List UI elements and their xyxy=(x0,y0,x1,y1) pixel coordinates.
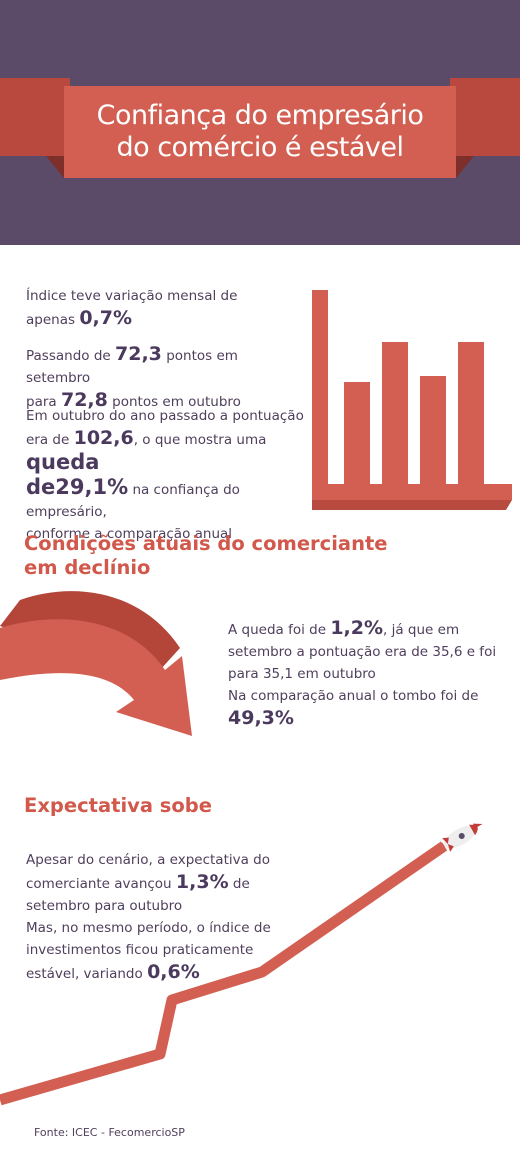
title-ribbon: Confiança do empresário do comércio é es… xyxy=(64,86,456,178)
text-fragment: era de xyxy=(26,432,70,448)
value-expectation-rise: 1,3% xyxy=(175,871,229,893)
text-fragment: , já que em xyxy=(383,622,460,638)
bar-chart-icon xyxy=(312,290,512,510)
points-text: Passando de 72,3 pontos em setembro para… xyxy=(26,343,306,413)
text-fragment: Na comparação anual o tombo foi de xyxy=(228,688,479,704)
section-title-current-conditions: Condições atuais do comerciante em declí… xyxy=(24,532,388,580)
value-last-year-points: 102,6 xyxy=(73,427,134,449)
text-fragment: na confiança do empresário, xyxy=(26,482,240,520)
text-fragment: Apesar do cenário, a expectativa do xyxy=(26,852,270,868)
value-monthly-variation: 0,7% xyxy=(79,307,133,329)
value-annual-drop: 29,1% xyxy=(55,475,129,499)
section-title-line-2: em declínio xyxy=(24,556,151,579)
monthly-variation-text: Índice teve variação mensal de apenas 0,… xyxy=(26,285,296,331)
de-emphasis: de xyxy=(26,475,56,499)
section-title-expectation: Expectativa sobe xyxy=(24,794,212,817)
text-fragment: , o que mostra uma xyxy=(133,432,267,448)
text-fragment: Índice teve variação mensal de xyxy=(26,288,238,304)
value-annual-tumble: 49,3% xyxy=(228,707,294,729)
header-banner: Confiança do empresário do comércio é es… xyxy=(0,0,520,245)
ribbon-left-tail xyxy=(0,78,70,156)
rocket-icon xyxy=(435,823,483,852)
rising-line-icon xyxy=(0,841,448,1106)
source-note: Fonte: ICEC - FecomercioSP xyxy=(34,1126,185,1139)
title-line-1: Confiança do empresário xyxy=(96,100,424,131)
text-fragment: setembro a pontuação era de 35,6 e foi xyxy=(228,644,497,660)
text-fragment: comerciante avançou xyxy=(26,876,172,892)
text-fragment: investimentos ficou praticamente xyxy=(26,942,254,958)
value-september-points: 72,3 xyxy=(115,343,162,365)
down-arrow-icon xyxy=(0,591,192,736)
text-fragment: para 35,1 em outubro xyxy=(228,666,376,682)
title-line-2: do comércio é estável xyxy=(116,132,404,163)
text-fragment: estável, variando xyxy=(26,966,143,982)
queda-emphasis: queda xyxy=(26,450,100,474)
value-decline: 1,2% xyxy=(330,617,384,639)
annual-comparison-text: Em outubro do ano passado a pontuação er… xyxy=(26,405,316,545)
text-fragment: Passando de xyxy=(26,348,111,364)
text-fragment: pontos em setembro xyxy=(26,348,238,386)
value-october-points: 72,8 xyxy=(60,389,108,411)
text-fragment: Mas, no mesmo período, o índice de xyxy=(26,920,271,936)
text-fragment: de xyxy=(232,876,250,892)
text-fragment: apenas xyxy=(26,312,76,328)
ribbon-left-fold xyxy=(46,156,64,178)
expectation-text: Apesar do cenário, a expectativa do come… xyxy=(26,849,326,985)
section-title-line-1: Condições atuais do comerciante xyxy=(24,532,388,555)
value-investment-variation: 0,6% xyxy=(147,961,200,983)
ribbon-right-tail xyxy=(450,78,520,156)
ribbon-right-fold xyxy=(456,156,474,178)
text-fragment: A queda foi de xyxy=(228,622,327,638)
text-fragment: pontos em outubro xyxy=(112,394,241,410)
text-fragment: conforme a comparação anual xyxy=(26,526,233,542)
text-fragment: setembro para outubro xyxy=(26,898,183,914)
decline-text: A queda foi de 1,2%, já que em setembro … xyxy=(228,617,518,731)
text-fragment: para xyxy=(26,394,57,410)
text-fragment: Em outubro do ano passado a pontuação xyxy=(26,408,304,424)
